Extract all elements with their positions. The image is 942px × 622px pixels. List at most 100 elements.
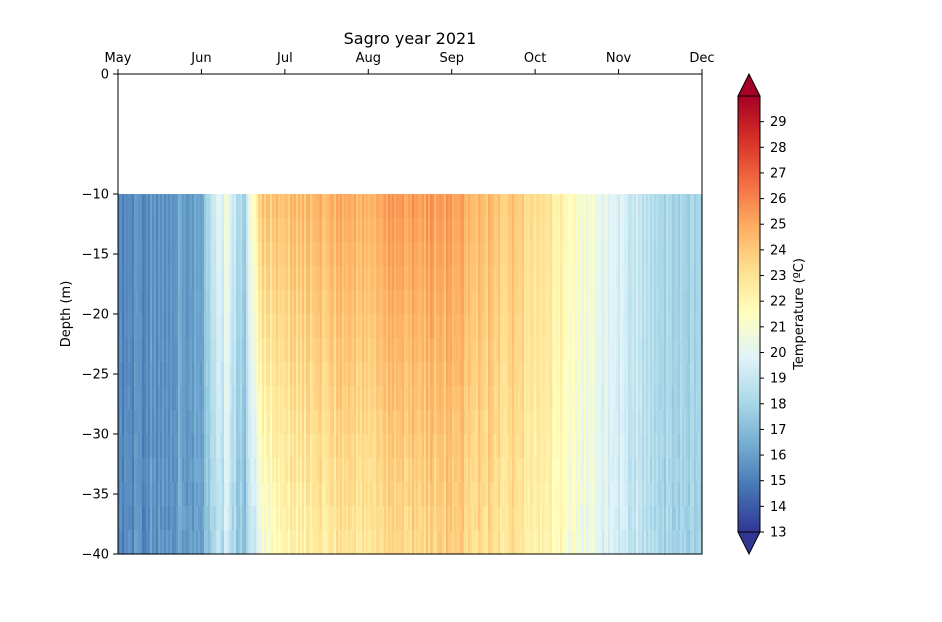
heatmap-cell — [594, 314, 597, 339]
heatmap-cell — [354, 506, 357, 531]
heatmap-cell — [358, 266, 361, 291]
heatmap-cell — [676, 482, 679, 507]
heatmap-cell — [120, 410, 123, 435]
heatmap-cell — [652, 506, 655, 531]
heatmap-cell — [564, 338, 567, 363]
heatmap-cell — [270, 266, 273, 291]
heatmap-cell — [632, 410, 635, 435]
heatmap-cell — [598, 410, 601, 435]
heatmap-cell — [542, 482, 545, 507]
heatmap-cell — [392, 434, 395, 459]
heatmap-cell — [622, 362, 625, 387]
heatmap-cell — [174, 482, 177, 507]
heatmap-cell — [378, 434, 381, 459]
heatmap-cell — [152, 194, 155, 219]
heatmap-cell — [694, 434, 697, 459]
heatmap-cell — [242, 362, 245, 387]
heatmap-cell — [188, 458, 191, 483]
heatmap-cell — [304, 530, 307, 555]
heatmap-cell — [216, 290, 219, 315]
heatmap-cell — [510, 410, 513, 435]
heatmap-cell — [682, 290, 685, 315]
heatmap-cell — [662, 434, 665, 459]
heatmap-cell — [538, 266, 541, 291]
heatmap-cell — [470, 434, 473, 459]
heatmap-cell — [278, 314, 281, 339]
heatmap-cell — [356, 242, 359, 267]
heatmap-cell — [318, 458, 321, 483]
heatmap-cell — [676, 434, 679, 459]
heatmap-cell — [272, 482, 275, 507]
heatmap-cell — [394, 218, 397, 243]
heatmap-cell — [304, 314, 307, 339]
heatmap-cell — [256, 458, 259, 483]
heatmap-cell — [318, 314, 321, 339]
heatmap-cell — [494, 290, 497, 315]
heatmap-cell — [622, 218, 625, 243]
heatmap-cell — [398, 242, 401, 267]
heatmap-cell — [344, 194, 347, 219]
heatmap-cell — [152, 410, 155, 435]
heatmap-cell — [584, 530, 587, 555]
heatmap-cell — [380, 314, 383, 339]
heatmap-cell — [206, 194, 209, 219]
heatmap-cell — [486, 266, 489, 291]
heatmap-cell — [430, 482, 433, 507]
heatmap-cell — [390, 314, 393, 339]
heatmap-cell — [486, 338, 489, 363]
heatmap-cell — [222, 290, 225, 315]
heatmap-cell — [172, 338, 175, 363]
heatmap-cell — [398, 482, 401, 507]
heatmap-cell — [612, 530, 615, 555]
heatmap-cell — [454, 386, 457, 411]
heatmap-cell — [322, 458, 325, 483]
heatmap-cell — [356, 362, 359, 387]
heatmap-cell — [450, 266, 453, 291]
heatmap-cell — [514, 410, 517, 435]
heatmap-cell — [236, 434, 239, 459]
heatmap-cell — [534, 386, 537, 411]
heatmap-cell — [508, 434, 511, 459]
heatmap-cell — [242, 314, 245, 339]
heatmap-cell — [678, 338, 681, 363]
heatmap-cell — [680, 530, 683, 555]
heatmap-cell — [244, 266, 247, 291]
heatmap-cell — [622, 194, 625, 219]
heatmap-cell — [230, 362, 233, 387]
heatmap-cell — [548, 506, 551, 531]
heatmap-cell — [498, 242, 501, 267]
heatmap-cell — [526, 506, 529, 531]
heatmap-cell — [600, 386, 603, 411]
heatmap-cell — [294, 410, 297, 435]
heatmap-cell — [362, 218, 365, 243]
heatmap-cell — [330, 314, 333, 339]
heatmap-cell — [566, 194, 569, 219]
heatmap-cell — [666, 530, 669, 555]
heatmap-cell — [488, 386, 491, 411]
heatmap-cell — [700, 458, 703, 483]
heatmap-cell — [326, 266, 329, 291]
heatmap-cell — [646, 482, 649, 507]
heatmap-cell — [452, 290, 455, 315]
heatmap-cell — [694, 482, 697, 507]
heatmap-cell — [236, 242, 239, 267]
heatmap-cell — [614, 314, 617, 339]
heatmap-cell — [172, 194, 175, 219]
heatmap-cell — [414, 314, 417, 339]
heatmap-cell — [624, 410, 627, 435]
heatmap-cell — [426, 386, 429, 411]
heatmap-cell — [526, 410, 529, 435]
heatmap-cell — [310, 458, 313, 483]
heatmap-cell — [448, 338, 451, 363]
heatmap-cell — [248, 458, 251, 483]
heatmap-cell — [352, 266, 355, 291]
heatmap-cell — [276, 266, 279, 291]
heatmap-cell — [638, 218, 641, 243]
heatmap-cell — [238, 338, 241, 363]
heatmap-cell — [182, 218, 185, 243]
heatmap-cell — [280, 362, 283, 387]
heatmap-cell — [124, 218, 127, 243]
heatmap-cell — [340, 410, 343, 435]
heatmap-cell — [202, 362, 205, 387]
heatmap-cell — [274, 218, 277, 243]
